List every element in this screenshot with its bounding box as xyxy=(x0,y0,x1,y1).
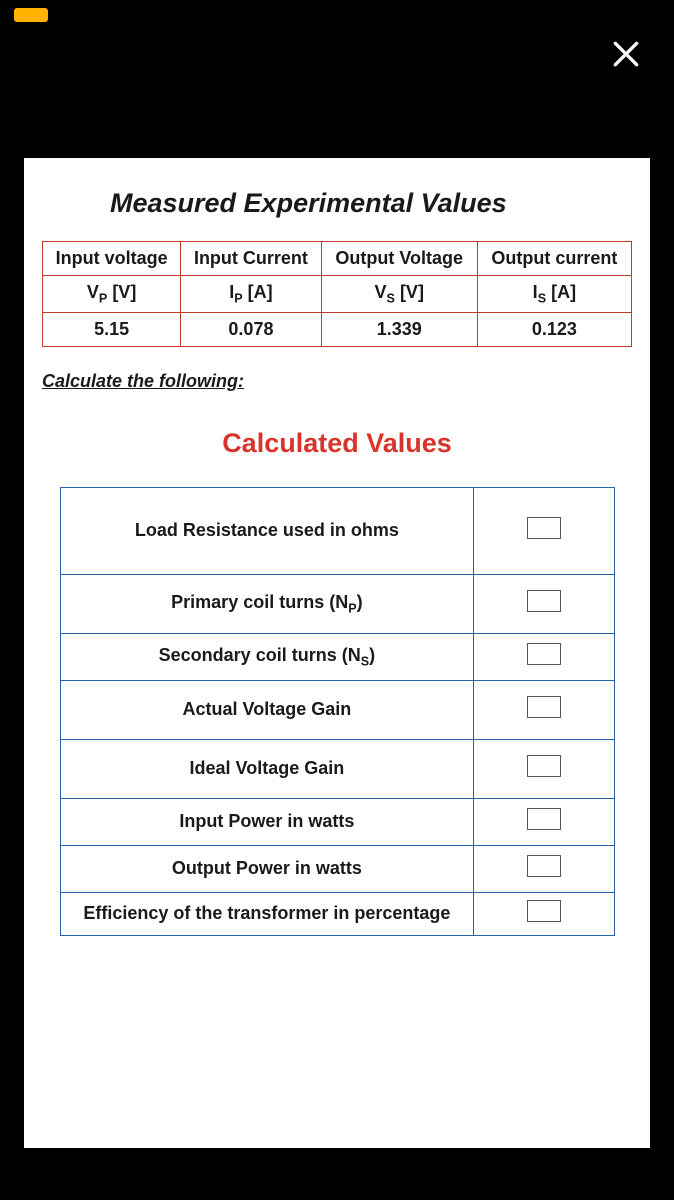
measured-table: Input voltageInput CurrentOutput Voltage… xyxy=(42,241,632,347)
calc-row: Input Power in watts xyxy=(61,798,615,845)
calc-row-input-cell xyxy=(473,845,614,892)
calc-row-input-cell xyxy=(473,739,614,798)
measured-col-header: Input Current xyxy=(181,242,321,276)
measured-col-symbol: VP [V] xyxy=(43,276,181,313)
calc-row: Load Resistance used in ohms xyxy=(61,487,615,574)
calc-row-label: Output Power in watts xyxy=(61,845,474,892)
answer-input[interactable] xyxy=(527,900,561,922)
calc-row: Primary coil turns (NP) xyxy=(61,574,615,633)
answer-input[interactable] xyxy=(527,855,561,877)
measured-col-header: Input voltage xyxy=(43,242,181,276)
calc-row-input-cell xyxy=(473,680,614,739)
calculated-title: Calculated Values xyxy=(42,428,632,459)
measured-col-header: Output current xyxy=(477,242,631,276)
answer-input[interactable] xyxy=(527,755,561,777)
calc-row-label: Primary coil turns (NP) xyxy=(61,574,474,633)
measured-col-value: 0.123 xyxy=(477,312,631,346)
answer-input[interactable] xyxy=(527,590,561,612)
page-title: Measured Experimental Values xyxy=(110,188,632,219)
calc-row: Efficiency of the transformer in percent… xyxy=(61,892,615,935)
answer-input[interactable] xyxy=(527,517,561,539)
measured-col-value: 1.339 xyxy=(321,312,477,346)
measured-header-row: Input voltageInput CurrentOutput Voltage… xyxy=(43,242,632,276)
calc-row: Ideal Voltage Gain xyxy=(61,739,615,798)
calc-row: Secondary coil turns (NS) xyxy=(61,633,615,680)
measured-col-value: 0.078 xyxy=(181,312,321,346)
answer-input[interactable] xyxy=(527,808,561,830)
calc-row-label: Secondary coil turns (NS) xyxy=(61,633,474,680)
calc-row-label: Efficiency of the transformer in percent… xyxy=(61,892,474,935)
calc-row: Output Power in watts xyxy=(61,845,615,892)
document-page: Measured Experimental Values Input volta… xyxy=(24,158,650,1148)
calc-row-input-cell xyxy=(473,633,614,680)
measured-col-header: Output Voltage xyxy=(321,242,477,276)
measured-value-row: 5.150.0781.3390.123 xyxy=(43,312,632,346)
calc-row-input-cell xyxy=(473,798,614,845)
instruction-text: Calculate the following: xyxy=(42,371,632,392)
measured-col-symbol: IP [A] xyxy=(181,276,321,313)
answer-input[interactable] xyxy=(527,696,561,718)
calc-row-label: Actual Voltage Gain xyxy=(61,680,474,739)
close-icon xyxy=(610,38,642,70)
measured-col-symbol: VS [V] xyxy=(321,276,477,313)
measured-col-value: 5.15 xyxy=(43,312,181,346)
status-indicator xyxy=(14,8,48,22)
close-button[interactable] xyxy=(610,38,642,70)
calc-row: Actual Voltage Gain xyxy=(61,680,615,739)
calc-row-label: Load Resistance used in ohms xyxy=(61,487,474,574)
calc-row-label: Input Power in watts xyxy=(61,798,474,845)
calc-row-input-cell xyxy=(473,892,614,935)
calculated-table: Load Resistance used in ohmsPrimary coil… xyxy=(60,487,615,936)
calc-row-label: Ideal Voltage Gain xyxy=(61,739,474,798)
calc-row-input-cell xyxy=(473,574,614,633)
measured-symbol-row: VP [V]IP [A]VS [V]IS [A] xyxy=(43,276,632,313)
measured-col-symbol: IS [A] xyxy=(477,276,631,313)
calc-row-input-cell xyxy=(473,487,614,574)
answer-input[interactable] xyxy=(527,643,561,665)
